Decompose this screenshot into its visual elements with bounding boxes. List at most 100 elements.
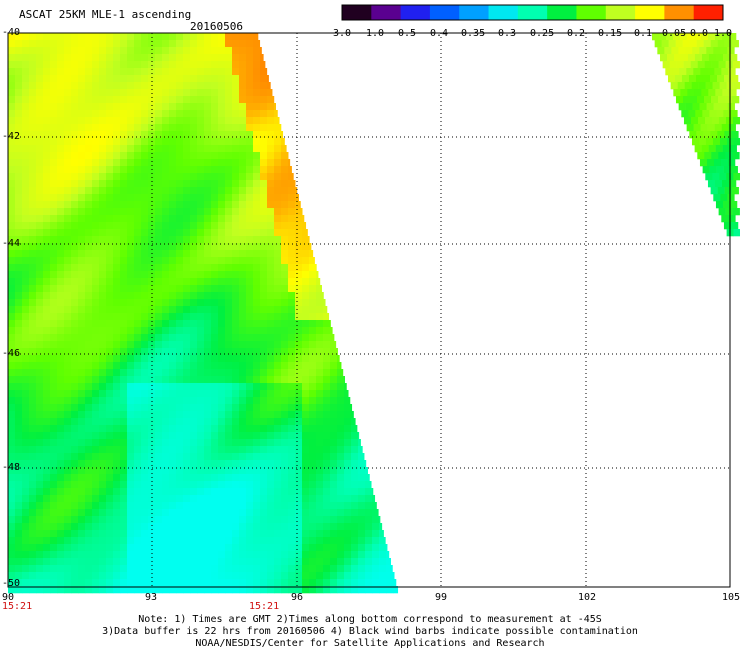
data-cell	[148, 355, 156, 363]
data-cell	[99, 187, 107, 195]
data-cell	[274, 572, 282, 580]
data-cell	[688, 75, 697, 83]
data-cell	[253, 208, 261, 216]
data-cell	[113, 383, 121, 391]
data-cell	[204, 306, 212, 314]
data-cell	[183, 425, 191, 433]
data-cell	[162, 565, 170, 573]
data-cell	[190, 446, 198, 454]
data-cell	[141, 271, 149, 279]
data-cell	[204, 327, 212, 335]
data-cell	[337, 397, 345, 405]
data-cell	[288, 250, 296, 258]
data-cell	[120, 264, 128, 272]
data-cell	[127, 348, 135, 356]
data-cell	[232, 481, 240, 489]
data-cell	[239, 572, 247, 580]
data-cell	[316, 530, 324, 538]
data-cell	[267, 194, 275, 202]
data-cell	[22, 341, 30, 349]
data-cell	[239, 376, 247, 384]
data-cell	[281, 544, 289, 552]
data-cell	[148, 397, 156, 405]
data-cell	[36, 271, 44, 279]
data-cell	[197, 103, 205, 111]
data-cell	[169, 159, 177, 167]
data-cell	[190, 341, 198, 349]
data-cell	[15, 551, 23, 559]
data-cell	[141, 173, 149, 181]
data-cell	[8, 390, 16, 398]
data-cell	[344, 537, 352, 545]
data-cell	[43, 411, 51, 419]
data-cell	[204, 404, 212, 412]
data-cell	[183, 474, 191, 482]
data-cell	[57, 516, 65, 524]
data-cell	[8, 362, 16, 370]
data-cell	[29, 75, 37, 83]
data-cell	[218, 565, 226, 573]
data-cell	[57, 467, 65, 475]
data-cell	[316, 355, 324, 363]
data-cell	[141, 362, 149, 370]
data-cell	[295, 446, 303, 454]
data-cell	[162, 152, 170, 160]
data-cell	[274, 467, 282, 475]
data-cell	[246, 348, 254, 356]
data-cell	[29, 488, 37, 496]
data-cell	[316, 488, 324, 496]
grid-lines	[8, 33, 730, 587]
data-cell	[274, 481, 282, 489]
data-cell	[99, 369, 107, 377]
data-cell	[71, 145, 79, 153]
data-cell	[148, 103, 156, 111]
data-cell	[183, 117, 191, 125]
data-cell	[106, 474, 114, 482]
data-cell	[211, 481, 219, 489]
data-cell	[344, 404, 352, 412]
data-cell	[211, 313, 219, 321]
data-cell	[731, 40, 739, 48]
data-cell	[344, 502, 352, 510]
data-cell	[8, 257, 16, 265]
data-cell	[239, 579, 247, 587]
data-cell	[225, 544, 233, 552]
data-cell	[176, 376, 184, 384]
data-cell	[232, 187, 240, 195]
data-cell	[169, 446, 177, 454]
data-cell	[155, 124, 163, 132]
data-cell	[344, 558, 352, 566]
data-cell	[64, 348, 72, 356]
data-cell	[267, 418, 275, 426]
data-cell	[183, 166, 191, 174]
data-cell	[190, 166, 198, 174]
data-cell	[225, 215, 233, 223]
data-cell	[183, 481, 191, 489]
data-cell	[239, 411, 247, 419]
data-cell	[260, 369, 268, 377]
data-cell	[372, 523, 380, 531]
data-cell	[43, 264, 51, 272]
data-cell	[253, 159, 261, 167]
data-cell	[57, 278, 65, 286]
data-cell	[78, 425, 86, 433]
data-cell	[162, 474, 170, 482]
data-cell	[197, 425, 205, 433]
data-cell	[78, 404, 86, 412]
data-cell	[176, 369, 184, 377]
data-cell	[155, 187, 163, 195]
data-cell	[267, 495, 275, 503]
data-cell	[155, 89, 163, 97]
data-cell	[43, 579, 51, 587]
data-cell	[239, 187, 247, 195]
data-cell	[113, 89, 121, 97]
data-cell	[190, 82, 198, 90]
data-cell	[253, 257, 261, 265]
data-cell	[302, 341, 310, 349]
data-cell	[302, 572, 310, 580]
data-cell	[106, 110, 114, 118]
data-cell	[43, 215, 51, 223]
data-cell	[260, 103, 268, 111]
data-cell	[22, 544, 30, 552]
data-cell	[162, 96, 170, 104]
